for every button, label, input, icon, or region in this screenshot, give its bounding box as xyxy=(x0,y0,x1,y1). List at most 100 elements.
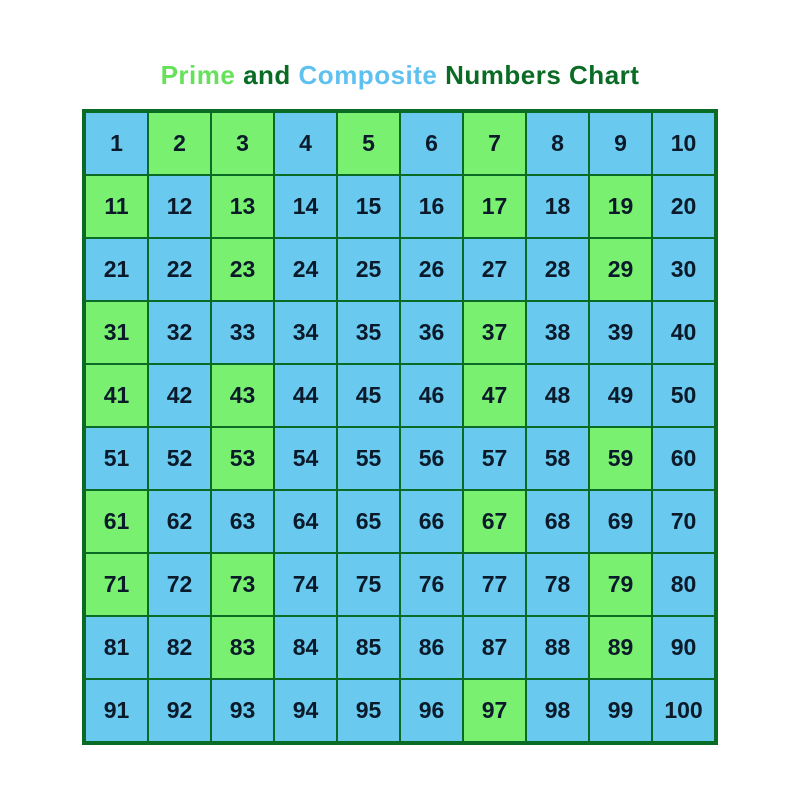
number-cell: 69 xyxy=(589,490,652,553)
number-cell: 97 xyxy=(463,679,526,742)
number-cell: 70 xyxy=(652,490,715,553)
number-cell: 17 xyxy=(463,175,526,238)
number-cell: 80 xyxy=(652,553,715,616)
number-cell: 82 xyxy=(148,616,211,679)
number-cell: 18 xyxy=(526,175,589,238)
number-cell: 21 xyxy=(85,238,148,301)
number-cell: 19 xyxy=(589,175,652,238)
number-cell: 36 xyxy=(400,301,463,364)
number-cell: 5 xyxy=(337,112,400,175)
title-word-rest: Numbers Chart xyxy=(445,60,639,90)
number-cell: 50 xyxy=(652,364,715,427)
number-cell: 46 xyxy=(400,364,463,427)
number-cell: 96 xyxy=(400,679,463,742)
number-cell: 29 xyxy=(589,238,652,301)
title-word-composite: Composite xyxy=(299,60,438,90)
number-cell: 81 xyxy=(85,616,148,679)
title-word-prime: Prime xyxy=(161,60,236,90)
number-cell: 42 xyxy=(148,364,211,427)
number-cell: 39 xyxy=(589,301,652,364)
number-cell: 98 xyxy=(526,679,589,742)
number-cell: 13 xyxy=(211,175,274,238)
page: Prime and Composite Numbers Chart 123456… xyxy=(0,0,800,810)
number-cell: 91 xyxy=(85,679,148,742)
number-cell: 23 xyxy=(211,238,274,301)
number-cell: 89 xyxy=(589,616,652,679)
number-cell: 58 xyxy=(526,427,589,490)
number-cell: 2 xyxy=(148,112,211,175)
number-cell: 15 xyxy=(337,175,400,238)
number-cell: 48 xyxy=(526,364,589,427)
number-cell: 24 xyxy=(274,238,337,301)
number-cell: 56 xyxy=(400,427,463,490)
number-cell: 75 xyxy=(337,553,400,616)
number-cell: 92 xyxy=(148,679,211,742)
number-cell: 65 xyxy=(337,490,400,553)
number-cell: 10 xyxy=(652,112,715,175)
number-cell: 25 xyxy=(337,238,400,301)
number-cell: 55 xyxy=(337,427,400,490)
number-cell: 57 xyxy=(463,427,526,490)
number-cell: 85 xyxy=(337,616,400,679)
number-cell: 45 xyxy=(337,364,400,427)
number-cell: 47 xyxy=(463,364,526,427)
number-cell: 84 xyxy=(274,616,337,679)
number-cell: 27 xyxy=(463,238,526,301)
number-cell: 66 xyxy=(400,490,463,553)
number-cell: 40 xyxy=(652,301,715,364)
number-cell: 77 xyxy=(463,553,526,616)
number-cell: 76 xyxy=(400,553,463,616)
number-cell: 99 xyxy=(589,679,652,742)
number-cell: 64 xyxy=(274,490,337,553)
number-cell: 52 xyxy=(148,427,211,490)
number-cell: 43 xyxy=(211,364,274,427)
number-cell: 16 xyxy=(400,175,463,238)
number-cell: 60 xyxy=(652,427,715,490)
number-cell: 94 xyxy=(274,679,337,742)
number-cell: 68 xyxy=(526,490,589,553)
number-cell: 22 xyxy=(148,238,211,301)
number-cell: 6 xyxy=(400,112,463,175)
number-cell: 100 xyxy=(652,679,715,742)
number-cell: 95 xyxy=(337,679,400,742)
number-cell: 8 xyxy=(526,112,589,175)
number-cell: 74 xyxy=(274,553,337,616)
number-cell: 79 xyxy=(589,553,652,616)
number-cell: 31 xyxy=(85,301,148,364)
number-cell: 37 xyxy=(463,301,526,364)
number-cell: 11 xyxy=(85,175,148,238)
number-cell: 41 xyxy=(85,364,148,427)
number-grid: 1234567891011121314151617181920212223242… xyxy=(85,112,715,742)
number-cell: 26 xyxy=(400,238,463,301)
number-cell: 35 xyxy=(337,301,400,364)
number-cell: 83 xyxy=(211,616,274,679)
number-grid-border: 1234567891011121314151617181920212223242… xyxy=(82,109,718,745)
number-cell: 72 xyxy=(148,553,211,616)
number-cell: 34 xyxy=(274,301,337,364)
number-cell: 7 xyxy=(463,112,526,175)
number-cell: 93 xyxy=(211,679,274,742)
number-cell: 90 xyxy=(652,616,715,679)
number-cell: 51 xyxy=(85,427,148,490)
number-cell: 87 xyxy=(463,616,526,679)
number-cell: 30 xyxy=(652,238,715,301)
number-cell: 4 xyxy=(274,112,337,175)
number-cell: 33 xyxy=(211,301,274,364)
number-cell: 9 xyxy=(589,112,652,175)
number-cell: 59 xyxy=(589,427,652,490)
number-cell: 28 xyxy=(526,238,589,301)
number-cell: 88 xyxy=(526,616,589,679)
number-cell: 53 xyxy=(211,427,274,490)
number-cell: 49 xyxy=(589,364,652,427)
number-cell: 71 xyxy=(85,553,148,616)
number-cell: 3 xyxy=(211,112,274,175)
number-cell: 32 xyxy=(148,301,211,364)
number-cell: 38 xyxy=(526,301,589,364)
number-cell: 63 xyxy=(211,490,274,553)
number-cell: 44 xyxy=(274,364,337,427)
number-cell: 54 xyxy=(274,427,337,490)
number-cell: 62 xyxy=(148,490,211,553)
title-word-and: and xyxy=(243,60,291,90)
number-cell: 12 xyxy=(148,175,211,238)
chart-title: Prime and Composite Numbers Chart xyxy=(161,60,640,91)
